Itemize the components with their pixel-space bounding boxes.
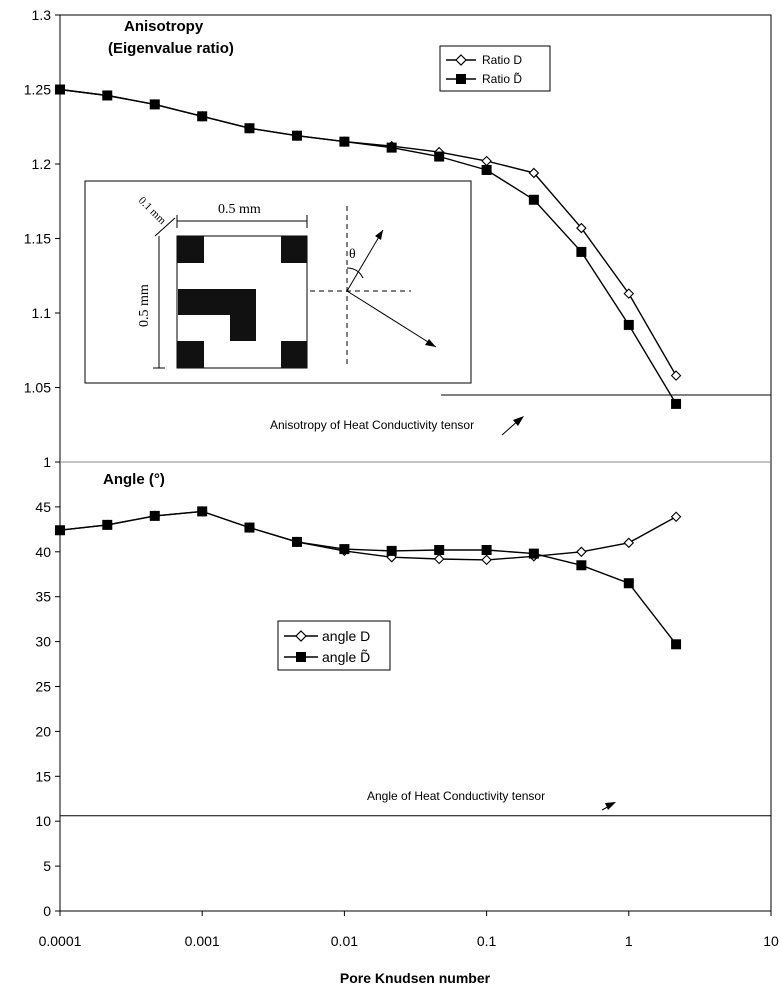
top-chart-subtitle: (Eigenvalue ratio) <box>108 40 234 57</box>
bottom-series-dtilde-point <box>528 548 539 559</box>
bottom-y-tick-label: 35 <box>35 589 51 605</box>
bottom-y-tick-label: 30 <box>35 634 51 650</box>
top-series-dtilde-line <box>59 88 677 405</box>
legend-marker-angle-dtilde <box>296 652 306 662</box>
bottom-series-dtilde-point <box>386 545 397 556</box>
top-series-d-point <box>623 288 635 299</box>
legend-marker-ratio-d <box>455 54 467 66</box>
legend-label-ratio-dtilde: Ratio D̃ <box>482 71 522 86</box>
x-tick-label: 0.0001 <box>39 933 82 949</box>
top-series-dtilde-point <box>671 398 682 409</box>
x-axis-label: Pore Knudsen number <box>340 970 491 986</box>
bottom-reference-label: Angle of Heat Conductivity tensor <box>367 789 545 803</box>
bottom-series-dtilde-point <box>434 545 445 556</box>
top-series-dtilde-point <box>434 151 445 162</box>
bottom-series-dtilde-point <box>102 519 113 530</box>
bottom-series-dtilde-point <box>481 545 492 556</box>
bottom-series-dtilde-point <box>197 506 208 517</box>
top-series-dtilde-point <box>339 136 350 147</box>
top-series-dtilde-point <box>386 142 397 153</box>
top-series-dtilde-point <box>149 99 160 110</box>
top-series-dtilde-point <box>623 319 634 330</box>
bottom-y-tick-label: 25 <box>35 679 51 695</box>
top-series-dtilde-point <box>55 84 65 95</box>
inset-height-label: 0.5 mm <box>137 284 152 327</box>
top-y-tick-label: 1.05 <box>24 380 51 396</box>
legend-marker-ratio-dtilde <box>456 74 466 84</box>
x-tick-label: 10 <box>763 933 779 949</box>
bottom-y-tick-label: 15 <box>35 768 51 784</box>
top-series-d-point <box>576 222 587 234</box>
bottom-series-d-point <box>481 554 492 566</box>
top-series-dtilde-point <box>528 194 539 205</box>
bottom-series-dtilde-point <box>291 536 302 547</box>
bottom-series-dtilde-point <box>55 525 65 536</box>
bottom-series-dtilde-point <box>244 522 255 533</box>
top-y-tick-label: 1.3 <box>32 7 52 23</box>
x-tick-label: 0.1 <box>477 933 497 949</box>
legend-marker-angle-d <box>295 630 307 642</box>
top-y-tick-label: 1.1 <box>32 305 52 321</box>
top-series-dtilde-point <box>197 111 208 122</box>
bottom-y-tick-label: 45 <box>35 499 51 515</box>
legend-label-angle-dtilde: angle D̃ <box>322 649 370 665</box>
bottom-y-tick-label: 5 <box>43 858 51 874</box>
bottom-series-d-point <box>433 553 445 565</box>
top-y-tick-label: 1 <box>43 454 51 470</box>
x-tick-label: 1 <box>625 933 633 949</box>
plot-frame <box>59 14 772 912</box>
bottom-series-dtilde-point <box>339 544 350 555</box>
bottom-series-dtilde-point <box>149 510 160 521</box>
top-y-tick-label: 1.2 <box>32 156 52 172</box>
bottom-series-dtilde-point <box>576 560 587 571</box>
top-series-dtilde-point <box>481 164 492 175</box>
legend-label-angle-d: angle D <box>322 628 370 644</box>
bottom-series-dtilde-line <box>59 510 677 645</box>
top-legend: Ratio D Ratio D̃ <box>439 45 551 92</box>
bottom-y-tick-label: 0 <box>43 903 51 919</box>
top-series-d-point <box>670 370 682 381</box>
top-y-tick-label: 1.25 <box>24 82 51 98</box>
bottom-chart-title: Angle (°) <box>103 471 165 488</box>
bottom-y-tick-label: 10 <box>35 813 51 829</box>
x-tick-label: 0.001 <box>185 933 220 949</box>
top-y-tick-label: 1.15 <box>24 231 51 247</box>
top-chart-title: Anisotropy <box>124 18 204 35</box>
bottom-series-d-point <box>576 546 587 558</box>
top-series-dtilde-point <box>291 130 302 141</box>
bottom-series-d-point <box>670 511 682 523</box>
bottom-series-dtilde-point <box>623 578 634 589</box>
top-reference-label: Anisotropy of Heat Conductivity tensor <box>270 418 474 432</box>
x-tick-label: 0.01 <box>331 933 358 949</box>
top-series-dtilde-point <box>102 90 113 101</box>
bottom-legend: angle D angle D̃ <box>277 620 391 671</box>
bottom-series-d-point <box>623 537 635 549</box>
inset-theta-label: θ <box>349 247 356 262</box>
bottom-series-dtilde-point <box>671 639 682 650</box>
bottom-y-tick-label: 20 <box>35 723 51 739</box>
chart-plot-area: 1 1.05 1.1 1.15 1.2 1.25 1.3 0 5 10 15 20 25 30 35 40 45… <box>24 7 779 949</box>
top-series-dtilde-point <box>576 246 587 257</box>
inset-diagram: 0.5 mm 0.5 mm 0.1 mm θ <box>84 180 472 384</box>
bottom-y-tick-label: 40 <box>35 544 51 560</box>
top-series-dtilde-point <box>244 123 255 134</box>
top-series-d-point <box>528 167 540 179</box>
legend-label-ratio-d: Ratio D <box>482 53 522 67</box>
inset-width-label: 0.5 mm <box>218 202 261 217</box>
